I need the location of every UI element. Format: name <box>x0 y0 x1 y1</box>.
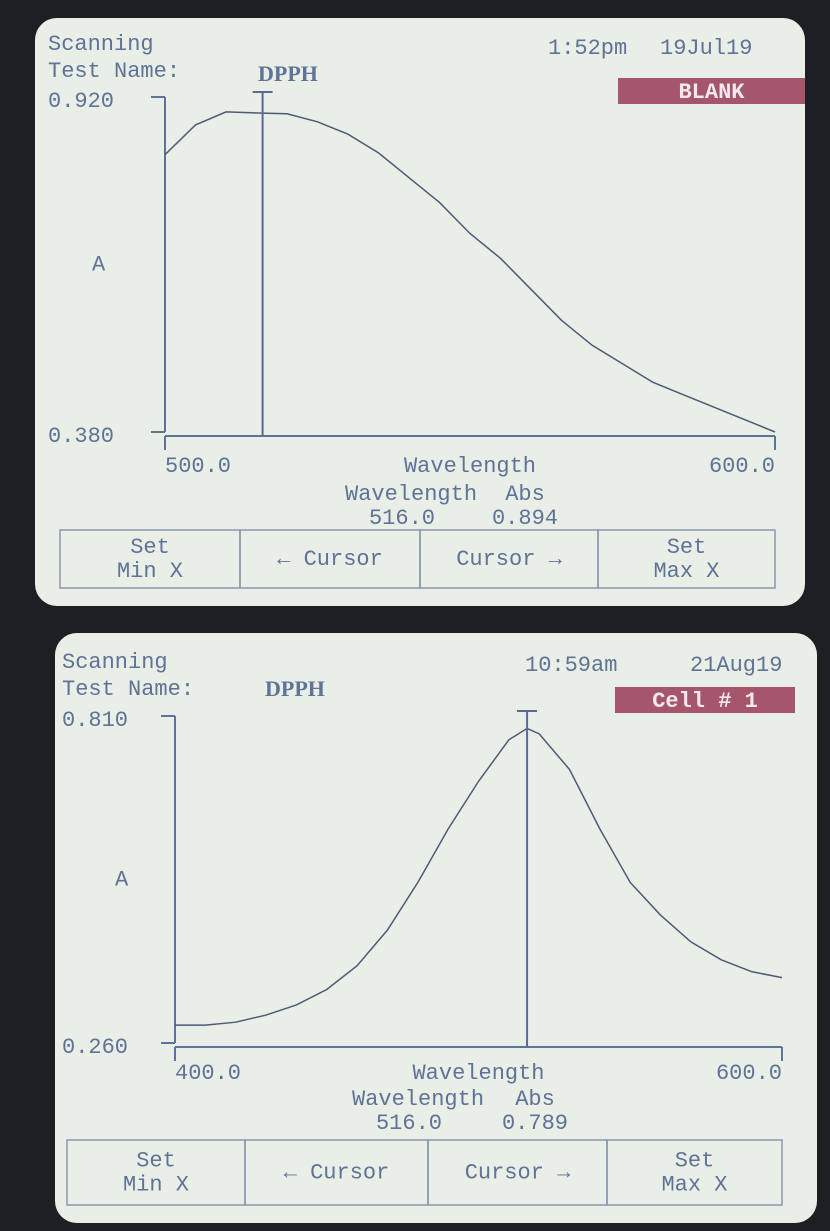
x-tick-label: 500.0 <box>165 454 231 479</box>
y-tick-label: 0.380 <box>48 424 114 449</box>
date: 19Jul19 <box>660 36 752 61</box>
button-label: Min X <box>123 1172 189 1197</box>
badge: Cell # 1 <box>652 689 758 714</box>
y-tick-label: 0.810 <box>62 708 128 733</box>
readout-abs-label: Abs <box>505 482 545 507</box>
y-tick-label: 0.920 <box>48 89 114 114</box>
button-label: ← Cursor <box>277 547 383 572</box>
button-label: Max X <box>661 1172 727 1197</box>
x-axis-label: Wavelength <box>412 1061 544 1086</box>
button-label: Max X <box>653 559 719 584</box>
x-tick-label: 600.0 <box>716 1061 782 1086</box>
button-label: Set <box>675 1148 715 1173</box>
time: 10:59am <box>525 653 617 678</box>
button-label: Cursor → <box>465 1160 571 1185</box>
x-tick-label: 400.0 <box>175 1061 241 1086</box>
button-label: ← Cursor <box>284 1160 390 1185</box>
test-label: Test Name: <box>48 59 180 84</box>
readout-wavelength: 516.0 <box>369 506 435 531</box>
readout-abs-label: Abs <box>515 1087 555 1112</box>
button-label: Min X <box>117 559 183 584</box>
test-name: DPPH <box>258 61 318 86</box>
test-label: Test Name: <box>62 677 194 702</box>
status: Scanning <box>48 32 154 57</box>
test-name: DPPH <box>265 676 325 701</box>
status: Scanning <box>62 650 168 675</box>
time: 1:52pm <box>548 36 627 61</box>
button-label: Set <box>667 535 707 560</box>
button-label: Set <box>130 535 170 560</box>
y-axis-label: A <box>92 252 106 277</box>
readout-wavelength-label: Wavelength <box>352 1087 484 1112</box>
button-label: Cursor → <box>456 547 562 572</box>
date: 21Aug19 <box>690 653 782 678</box>
readout-wavelength-label: Wavelength <box>345 482 477 507</box>
x-tick-label: 600.0 <box>709 454 775 479</box>
readout-abs: 0.894 <box>492 506 558 531</box>
y-tick-label: 0.260 <box>62 1035 128 1060</box>
readout-abs: 0.789 <box>502 1111 568 1136</box>
x-axis-label: Wavelength <box>404 454 536 479</box>
page: ScanningTest Name:DPPH1:52pm19Jul19BLANK… <box>0 0 830 1231</box>
button-label: Set <box>136 1148 176 1173</box>
badge: BLANK <box>678 80 745 105</box>
y-axis-label: A <box>115 867 129 892</box>
readout-wavelength: 516.0 <box>376 1111 442 1136</box>
